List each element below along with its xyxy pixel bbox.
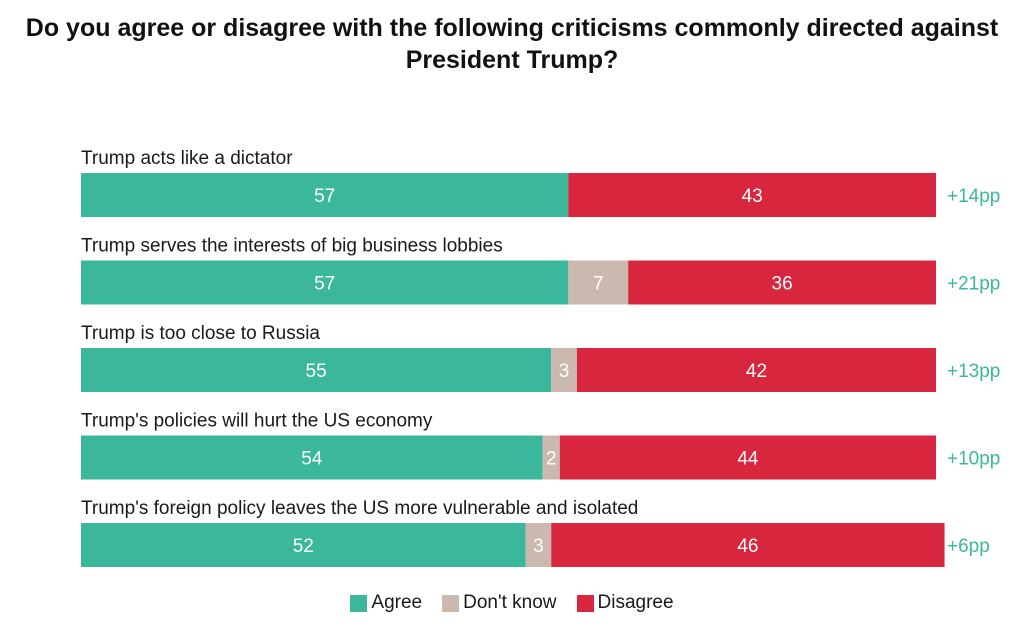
bar-value-disagree: 43 xyxy=(742,186,763,207)
bar-value-disagree: 46 xyxy=(737,536,758,557)
category-label: Trump acts like a dictator xyxy=(81,148,293,169)
chart-legend: Agree Don't know Disagree xyxy=(0,592,1024,614)
bar-value-dont-know: 3 xyxy=(559,361,570,382)
bar-agree xyxy=(81,173,569,217)
legend-label-disagree: Disagree xyxy=(597,592,674,613)
net-difference-label: +10pp xyxy=(947,449,1000,470)
bar-dont-know xyxy=(568,260,629,305)
bar-disagree xyxy=(559,435,936,480)
legend-item-disagree: Disagree xyxy=(576,592,674,614)
bar-value-agree: 52 xyxy=(293,536,314,557)
bar-value-agree: 57 xyxy=(314,274,335,295)
net-difference-label: +14pp xyxy=(947,186,1000,207)
bar-disagree xyxy=(628,260,936,305)
legend-label-dont-know: Don't know xyxy=(463,592,557,613)
net-difference-label: +6pp xyxy=(947,536,990,557)
bar-value-disagree: 36 xyxy=(772,274,793,295)
net-difference-label: +21pp xyxy=(947,274,1000,295)
bar-value-dont-know: 7 xyxy=(593,274,604,295)
legend-item-agree: Agree xyxy=(350,592,422,614)
category-label: Trump's foreign policy leaves the US mor… xyxy=(81,498,638,519)
category-label: Trump is too close to Russia xyxy=(81,323,320,344)
bar-value-agree: 57 xyxy=(314,186,335,207)
chart-title-line-2: President Trump? xyxy=(405,46,619,74)
legend-label-agree: Agree xyxy=(371,592,423,613)
bar-dont-know xyxy=(551,348,577,392)
bar-value-dont-know: 2 xyxy=(546,449,557,470)
category-label: Trump's policies will hurt the US econom… xyxy=(81,411,433,432)
legend-item-dont-know: Don't know xyxy=(442,592,557,614)
bar-dont-know xyxy=(542,435,560,480)
bar-value-disagree: 44 xyxy=(737,449,759,470)
net-difference-label: +13pp xyxy=(947,361,1000,382)
category-label: Trump serves the interests of big busine… xyxy=(81,236,503,257)
bar-disagree xyxy=(551,523,945,567)
bar-agree xyxy=(81,348,552,392)
bar-agree xyxy=(81,435,543,480)
bar-agree xyxy=(81,260,569,305)
legend-swatch-disagree xyxy=(576,594,594,612)
legend-swatch-dont-know xyxy=(442,594,460,612)
bar-agree xyxy=(81,523,526,567)
legend-swatch-agree xyxy=(350,594,368,612)
bar-disagree xyxy=(568,173,936,217)
chart-title: Do you agree or disagree with the follow… xyxy=(0,12,1024,76)
bar-value-agree: 55 xyxy=(306,361,327,382)
chart-title-line-1: Do you agree or disagree with the follow… xyxy=(25,14,999,42)
bar-value-disagree: 42 xyxy=(746,361,767,382)
bar-disagree xyxy=(576,348,936,392)
bar-dont-know xyxy=(525,523,552,567)
bar-value-agree: 54 xyxy=(301,449,323,470)
bar-value-dont-know: 3 xyxy=(533,536,544,557)
